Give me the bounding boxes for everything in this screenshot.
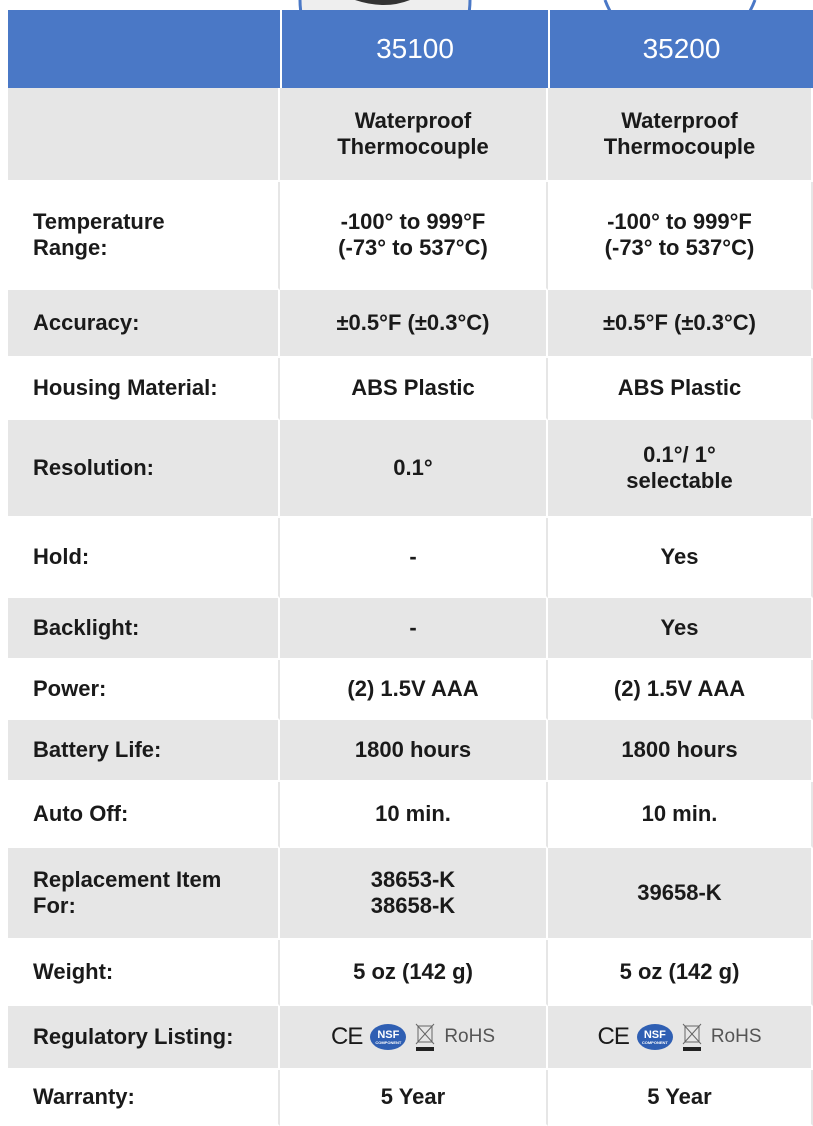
cell-value: - xyxy=(280,598,548,660)
cell-value: Yes xyxy=(548,598,813,660)
row-label: Battery Life: xyxy=(8,720,280,782)
cell-value: 0.1°/ 1° selectable xyxy=(548,420,813,518)
row-label: Warranty: xyxy=(8,1070,280,1126)
row-label: Hold: xyxy=(8,518,280,598)
spec-table: 3510035200Waterproof ThermocoupleWaterpr… xyxy=(0,0,813,1126)
row-label: Housing Material: xyxy=(8,358,280,420)
rohs-mark: RoHS xyxy=(711,1026,762,1049)
cell-value: ±0.5°F (±0.3°C) xyxy=(548,290,813,358)
cell-value: ABS Plastic xyxy=(280,358,548,420)
cell-value: 39658-K xyxy=(548,848,813,940)
weee-icon xyxy=(681,1022,703,1052)
row-label: Accuracy: xyxy=(8,290,280,358)
cell-value: 5 oz (142 g) xyxy=(280,940,548,1006)
row-label: Power: xyxy=(8,660,280,720)
nsf-text: NSF xyxy=(644,1030,666,1041)
cell-value: 1800 hours xyxy=(548,720,813,782)
cell-value: (2) 1.5V AAA xyxy=(280,660,548,720)
cell-value: Yes xyxy=(548,518,813,598)
cell-value: -100° to 999°F (-73° to 537°C) xyxy=(548,182,813,290)
cell-value: ABS Plastic xyxy=(548,358,813,420)
cell-value: 5 Year xyxy=(280,1070,548,1126)
cell-value: 10 min. xyxy=(548,782,813,848)
row-label: Backlight: xyxy=(8,598,280,660)
cell-value: 1800 hours xyxy=(280,720,548,782)
cell-value: 10 min. xyxy=(280,782,548,848)
row-label: Weight: xyxy=(8,940,280,1006)
column-header: 35200 xyxy=(548,10,813,88)
rohs-mark: RoHS xyxy=(444,1026,495,1049)
weee-icon xyxy=(414,1022,436,1052)
row-label: Auto Off: xyxy=(8,782,280,848)
row-label xyxy=(8,88,280,182)
ce-mark: CE xyxy=(331,1023,362,1052)
row-label: Resolution: xyxy=(8,420,280,518)
header-bg xyxy=(8,10,280,88)
nsf-text: NSF xyxy=(377,1030,399,1041)
cell-value: -100° to 999°F (-73° to 537°C) xyxy=(280,182,548,290)
cell-value: 0.1° xyxy=(280,420,548,518)
row-label: Temperature Range: xyxy=(8,182,280,290)
cell-value: 5 oz (142 g) xyxy=(548,940,813,1006)
column-header: 35100 xyxy=(280,10,548,88)
cell-value: Waterproof Thermocouple xyxy=(280,88,548,182)
cell-value: (2) 1.5V AAA xyxy=(548,660,813,720)
cell-value: ±0.5°F (±0.3°C) xyxy=(280,290,548,358)
cell-value: Waterproof Thermocouple xyxy=(548,88,813,182)
cell-value: 5 Year xyxy=(548,1070,813,1126)
nsf-sub: COMPONENT xyxy=(375,1041,401,1045)
cell-value: - xyxy=(280,518,548,598)
row-label: Regulatory Listing: xyxy=(8,1006,280,1070)
nsf-sub: COMPONENT xyxy=(642,1041,668,1045)
ce-mark: CE xyxy=(597,1023,628,1052)
row-label: Replacement Item For: xyxy=(8,848,280,940)
cell-value: 38653-K 38658-K xyxy=(280,848,548,940)
